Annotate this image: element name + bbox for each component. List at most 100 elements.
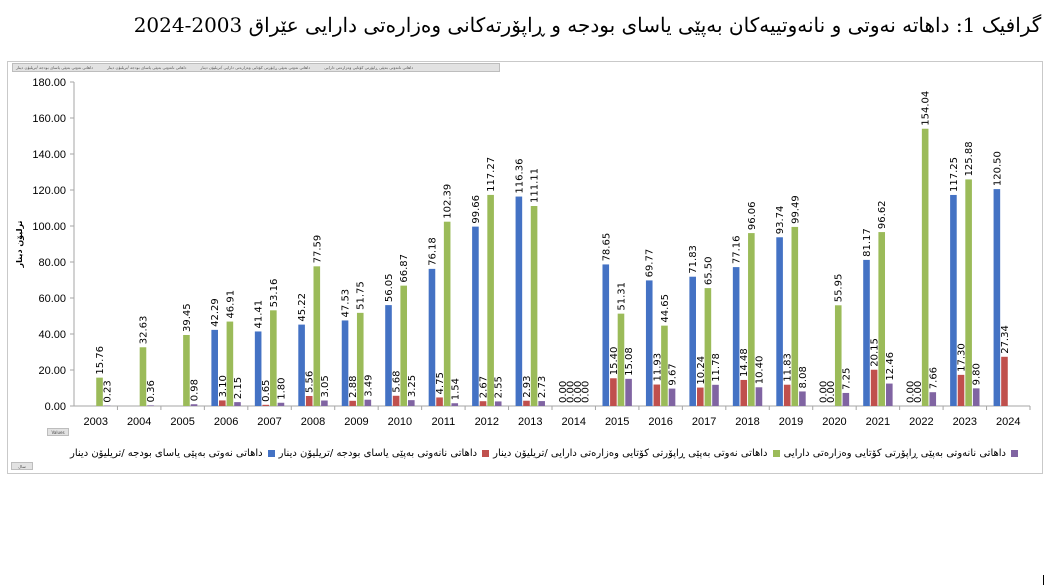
data-label: 99.49 (790, 195, 801, 224)
bar-series-1 (732, 267, 740, 406)
x-tick-label: 2020 (822, 416, 846, 428)
data-label: 51.31 (616, 282, 627, 311)
legend-item: داهاتی نەوتی بەپێی یاسای بودجە /تریلیۆن … (70, 448, 275, 459)
data-label: 117.27 (486, 157, 497, 192)
data-label: 125.88 (964, 141, 975, 176)
x-tick-label: 2013 (518, 416, 542, 428)
legend-swatch (482, 449, 490, 457)
data-label: 9.80 (972, 363, 983, 385)
bar-series-3 (617, 313, 625, 406)
x-tick-label: 2022 (909, 416, 933, 428)
bar-series-2 (305, 395, 313, 406)
bar-series-4 (451, 403, 459, 406)
data-label: 42.29 (210, 298, 221, 327)
year-filter-button[interactable]: سال (11, 462, 33, 470)
data-label: 2.88 (348, 376, 359, 398)
data-label: 5.68 (392, 371, 403, 393)
bar-series-4 (668, 388, 676, 406)
y-tick-label: 60.00 (38, 293, 66, 305)
x-tick-label: 2009 (344, 416, 368, 428)
legend-label: داهاتی نەوتی بەپێی یاسای بودجە /تریلیۆن … (70, 447, 263, 459)
data-label: 15.40 (609, 347, 620, 376)
legend-label: داهاتی نەوتی بەپێی ڕاپۆرتی کۆتایی وەزارە… (493, 447, 768, 459)
field-chip[interactable]: داهاتی نانەوتی بەپێی یاسای بودجە /تریلیۆ… (107, 65, 187, 70)
legend-item: داهاتی نەوتی بەپێی ڕاپۆرتی کۆتایی وەزارە… (493, 447, 780, 459)
data-label: 78.65 (601, 233, 612, 262)
bar-series-2 (218, 400, 226, 406)
data-label: 11.93 (652, 353, 663, 382)
bar-series-4 (755, 387, 763, 406)
data-label: 111.11 (530, 168, 541, 203)
legend-swatch (267, 449, 275, 457)
values-field-button[interactable]: Values (47, 428, 69, 436)
data-label: 17.30 (957, 343, 968, 372)
data-label: 102.39 (443, 184, 454, 219)
bar-series-1 (341, 320, 349, 406)
field-chip[interactable]: داهاتی نەوتی بەپێی ڕاپۆرتی کۆتایی وەزارە… (200, 65, 311, 70)
data-label: 0.65 (261, 380, 272, 402)
data-label: 71.83 (688, 245, 699, 274)
data-label: 0.00 (819, 381, 830, 403)
data-label: 0.00 (573, 381, 584, 403)
bar-series-3 (791, 226, 799, 406)
data-label: 76.18 (427, 237, 438, 266)
data-label: 0.23 (103, 380, 114, 402)
data-label: 14.48 (739, 348, 750, 377)
chart-frame (7, 61, 1043, 474)
legend-item: داهاتی نانەوتی بەپێی ڕاپۆرتی کۆتایی وەزا… (784, 448, 1018, 459)
data-label: 120.50 (992, 151, 1003, 186)
x-tick-label: 2023 (953, 416, 977, 428)
data-label: 20.15 (870, 338, 881, 367)
x-tick-label: 2021 (866, 416, 890, 428)
bar-series-2 (696, 387, 704, 406)
bar-series-3 (487, 194, 494, 406)
data-label: 96.06 (747, 201, 758, 230)
y-tick-label: 180.00 (32, 77, 66, 89)
bar-series-3 (704, 288, 712, 406)
bar-series-1 (385, 305, 392, 406)
bar-series-4 (625, 378, 632, 406)
x-tick-label: 2005 (170, 416, 194, 428)
bar-series-2 (783, 384, 791, 406)
bar-series-4 (408, 400, 415, 406)
bar-series-1 (863, 259, 870, 406)
x-tick-label: 2006 (214, 416, 238, 428)
bar-series-1 (645, 280, 653, 406)
x-tick-label: 2017 (692, 416, 716, 428)
bar-series-1 (950, 194, 957, 406)
data-label: 0.98 (190, 379, 201, 401)
data-label: 0.00 (905, 381, 916, 403)
field-chip[interactable]: داهاتی نەوتی بەپێی یاسای بودجە /تریلیۆن … (16, 65, 94, 70)
page-title: گرافیک 1: داهاتە نەوتی و نانەوتییەکان بە… (133, 13, 1042, 37)
bar-series-4 (147, 405, 154, 406)
data-label: 3.10 (218, 375, 229, 397)
y-tick-label: 160.00 (32, 113, 66, 125)
bar-series-3 (878, 232, 886, 406)
data-label: 51.75 (356, 281, 367, 310)
pivot-field-bar[interactable]: داهاتی نەوتی بەپێی یاسای بودجە /تریلیۆن … (12, 63, 500, 72)
data-label: 0.00 (913, 381, 924, 403)
data-label: 1.54 (450, 378, 461, 400)
x-tick-label: 2010 (388, 416, 412, 428)
data-label: 2.67 (479, 376, 490, 398)
bar-series-2 (957, 374, 965, 406)
bar-series-3 (530, 206, 538, 406)
bar-series-4 (364, 399, 372, 406)
data-label: 77.59 (312, 235, 323, 264)
data-label: 0.00 (826, 381, 837, 403)
field-chip[interactable]: داهاتی نانەوتی بەپێی ڕاپۆرتی کۆتایی وەزا… (324, 65, 414, 70)
data-label: 56.05 (384, 273, 395, 302)
data-label: 0.00 (581, 381, 592, 403)
bar-series-3 (313, 266, 321, 406)
bar-series-3 (921, 128, 929, 406)
bar-series-3 (356, 312, 364, 406)
x-tick-label: 2007 (257, 416, 281, 428)
data-label: 11.78 (711, 353, 722, 382)
data-label: 0.36 (146, 380, 157, 402)
x-tick-label: 2019 (779, 416, 803, 428)
bar-series-1 (428, 268, 436, 406)
bar-series-3 (226, 321, 234, 406)
data-label: 2.73 (537, 376, 548, 398)
bar-series-2 (740, 379, 748, 406)
data-label: 44.65 (660, 294, 671, 323)
